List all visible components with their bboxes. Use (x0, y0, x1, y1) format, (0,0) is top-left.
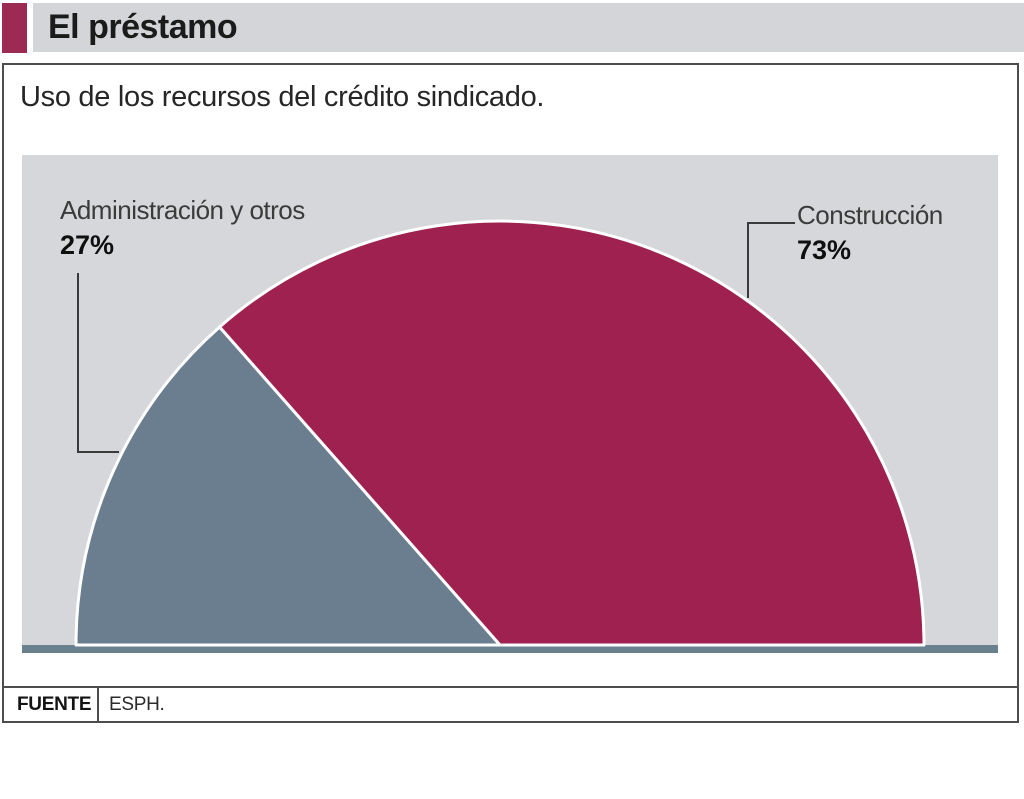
source-label: FUENTE (4, 688, 99, 721)
pie-slice-0 (74, 325, 502, 647)
slice-value-administracion: 27% (60, 230, 115, 260)
chart-subtitle: Uso de los recursos del crédito sindicad… (20, 81, 545, 113)
header-bar (33, 3, 1024, 52)
source-value: ESPH. (109, 693, 165, 715)
leader-lines (77, 222, 795, 453)
baseline-bar (22, 645, 998, 653)
chart-area: Administración y otros 27% Construcción … (22, 155, 998, 653)
slice-label-construccion: Construcción (797, 200, 943, 230)
chart-panel: Uso de los recursos del crédito sindicad… (2, 63, 1019, 723)
pie-svg (22, 219, 998, 653)
pie-slices (74, 219, 926, 647)
callout-administracion: Administración y otros 27% (60, 195, 400, 261)
slice-label-administracion: Administración y otros (60, 195, 305, 225)
callout-construccion: Construcción 73% (797, 200, 1024, 266)
callout-line-administracion (77, 273, 119, 453)
pie-slice-1 (218, 219, 926, 647)
page-title: El préstamo (48, 8, 238, 46)
callout-line-construccion (747, 222, 795, 298)
slice-value-construccion: 73% (797, 235, 852, 265)
accent-square (2, 3, 27, 53)
source-row: FUENTE ESPH. (4, 686, 1017, 721)
